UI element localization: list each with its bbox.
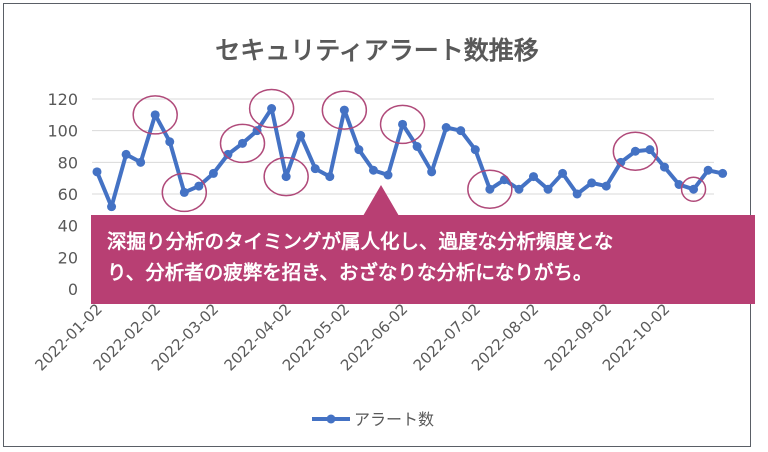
data-point bbox=[194, 181, 204, 191]
legend-marker-swatch bbox=[326, 414, 336, 424]
data-point bbox=[325, 172, 335, 182]
data-point bbox=[427, 167, 437, 177]
y-tick-label: 80 bbox=[58, 153, 78, 172]
data-point bbox=[529, 172, 538, 182]
data-point bbox=[150, 110, 160, 120]
y-tick-label: 0 bbox=[68, 280, 78, 299]
series-line bbox=[95, 106, 724, 209]
data-point bbox=[543, 184, 553, 194]
callout-box: 深掘り分析のタイミングが属人化し、過度な分析頻度とな り、分析者の疲弊を招き、お… bbox=[91, 215, 755, 304]
data-point bbox=[136, 157, 146, 167]
chart-svg: セキュリティアラート数推移 0 20 40 60 80 100 120 2022-01-02… bbox=[31, 36, 728, 429]
data-point bbox=[601, 181, 611, 191]
highlight-circle bbox=[612, 131, 659, 171]
data-point bbox=[310, 164, 320, 174]
chart-title: セキュリティアラート数推移 bbox=[215, 36, 539, 65]
data-point bbox=[92, 167, 102, 177]
data-point bbox=[107, 202, 117, 212]
data-point bbox=[659, 162, 669, 172]
data-point bbox=[587, 178, 597, 188]
data-point bbox=[354, 145, 364, 155]
data-point bbox=[441, 123, 451, 132]
highlight-circles bbox=[132, 88, 707, 213]
callout-pointer bbox=[363, 185, 399, 216]
data-point bbox=[470, 145, 480, 155]
y-tick-label: 120 bbox=[47, 90, 78, 109]
data-point bbox=[718, 168, 728, 178]
y-tick-label: 100 bbox=[47, 122, 78, 141]
data-point bbox=[296, 130, 306, 140]
legend: アラート数 bbox=[312, 410, 434, 429]
data-point bbox=[179, 187, 189, 197]
y-tick-label: 60 bbox=[58, 185, 78, 204]
data-point bbox=[630, 146, 640, 156]
highlight-circle bbox=[219, 123, 266, 164]
data-point bbox=[165, 137, 175, 147]
data-point bbox=[645, 145, 655, 155]
data-point bbox=[485, 184, 495, 194]
y-tick-label: 40 bbox=[58, 217, 78, 236]
series-alert-count bbox=[92, 104, 728, 212]
data-point bbox=[267, 104, 277, 113]
data-point bbox=[208, 168, 218, 178]
data-point bbox=[281, 172, 291, 182]
data-point bbox=[121, 149, 131, 159]
data-point bbox=[558, 168, 568, 178]
data-point bbox=[616, 157, 626, 167]
y-tick-label: 20 bbox=[58, 248, 78, 267]
chart-frame: セキュリティアラート数推移 0 20 40 60 80 100 120 2022-01-02… bbox=[3, 3, 755, 447]
data-point bbox=[339, 105, 349, 115]
highlight-circle bbox=[248, 88, 295, 129]
data-point bbox=[412, 142, 422, 151]
callout-line-1: 深掘り分析のタイミングが属人化し、過度な分析頻度とな bbox=[107, 230, 614, 253]
data-point bbox=[456, 126, 466, 136]
legend-label: アラート数 bbox=[354, 410, 434, 429]
highlight-circle bbox=[680, 176, 707, 202]
data-point bbox=[398, 119, 408, 129]
data-point bbox=[703, 165, 713, 175]
x-axis-ticks: 2022-01-022022-02-022022-03-022022-04-02… bbox=[31, 300, 673, 374]
data-point bbox=[499, 175, 509, 185]
highlight-circle bbox=[467, 169, 513, 209]
data-point bbox=[368, 165, 378, 175]
highlight-circle bbox=[132, 95, 178, 135]
highlight-circle bbox=[321, 90, 368, 130]
data-point bbox=[223, 149, 233, 159]
data-point bbox=[514, 184, 524, 194]
callout-line-2: り、分析者の疲弊を招き、おざなりな分析になりがち。 bbox=[107, 261, 593, 284]
data-point bbox=[689, 184, 699, 194]
data-point bbox=[383, 170, 393, 180]
data-point bbox=[238, 138, 247, 148]
data-point bbox=[572, 189, 582, 199]
highlight-circle bbox=[379, 104, 426, 145]
highlight-circle bbox=[263, 156, 309, 197]
y-axis-ticks: 0 20 40 60 80 100 120 bbox=[47, 90, 78, 299]
highlight-circle bbox=[161, 172, 208, 213]
